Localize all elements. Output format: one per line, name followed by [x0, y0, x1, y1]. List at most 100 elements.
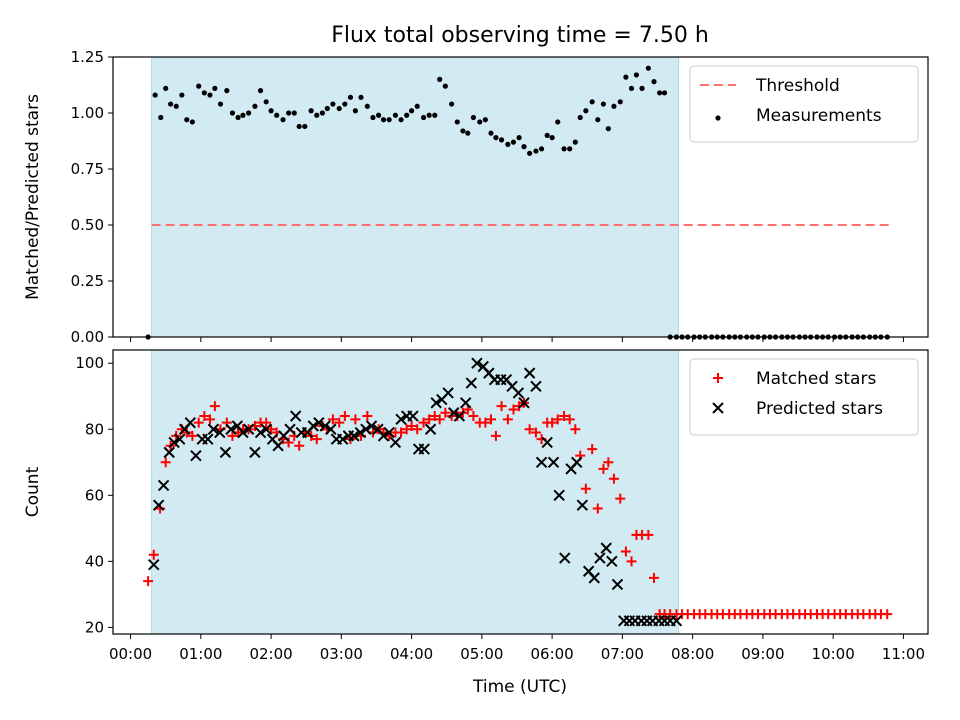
x-tick-label: 04:00: [390, 645, 433, 663]
predicted-star-point: [430, 397, 442, 409]
matched-star-point: [193, 417, 204, 428]
legend-measurement-swatch: [715, 115, 721, 121]
measurement-point: [493, 135, 499, 141]
predicted-star-point: [576, 499, 589, 511]
y-tick-label: 20: [85, 618, 104, 636]
measurement-point: [595, 117, 601, 123]
matched-star-point: [882, 609, 893, 620]
measurement-point: [217, 101, 224, 107]
measurement-point: [460, 128, 466, 134]
measurement-point: [212, 85, 218, 91]
predicted-star-point: [348, 430, 360, 442]
measurement-point: [207, 92, 213, 98]
measurement-point: [280, 117, 286, 123]
matched-star-point: [480, 417, 491, 428]
matched-star-point: [552, 414, 563, 425]
predicted-star-point: [148, 558, 160, 571]
predicted-star-point: [219, 446, 232, 459]
predicted-star-point: [606, 555, 618, 568]
measurement-point: [488, 130, 494, 136]
count-panel: 20 40 60 80 100 00:00 01:00 02:00 03:00 04:00 05:0…: [23, 349, 929, 663]
measurement-point: [352, 108, 358, 114]
legend: Matched stars Predicted stars: [689, 358, 919, 436]
predicted-star-point: [389, 436, 402, 449]
ratio-panel: 0.00 0.25 0.50 0.75 1.00 1.25 Matched/Predicte…: [23, 48, 929, 346]
measurement-point: [414, 103, 420, 109]
matched-star-point: [350, 414, 361, 425]
matched-star-point: [559, 411, 570, 422]
x-tick-label: 02:00: [249, 645, 292, 663]
measurement-point: [342, 101, 348, 107]
predicted-star-point: [611, 578, 624, 591]
measurement-point: [600, 101, 607, 107]
measurement-point: [611, 103, 617, 109]
matched-star-point: [334, 417, 345, 428]
measurement-point: [639, 85, 645, 91]
measurement-point: [158, 114, 164, 121]
measurement-point: [605, 126, 611, 132]
measurement-point: [477, 119, 483, 125]
measurement-point: [633, 72, 640, 78]
measurement-point: [628, 85, 635, 91]
matched-star-point: [418, 417, 429, 428]
measurement-point: [505, 141, 511, 147]
matched-star-point: [564, 414, 575, 425]
axes-frame: [112, 56, 929, 338]
matched-star-point: [143, 576, 154, 587]
measurement-point: [336, 105, 342, 112]
measurement-point: [527, 150, 533, 156]
observing-window-band: [151, 56, 680, 338]
measurement-point: [257, 88, 264, 94]
predicted-star-point: [530, 380, 542, 393]
matched-star-point: [362, 411, 373, 422]
matched-star-point: [598, 463, 609, 474]
measurement-point: [577, 114, 583, 121]
predicted-star-point: [354, 426, 367, 439]
measurement-point: [498, 137, 505, 143]
predicted-star-point: [588, 572, 600, 584]
predicted-star-point: [523, 367, 536, 379]
predicted-star-point: [518, 397, 530, 409]
predicted-star-point: [471, 357, 483, 369]
matched-star-point: [580, 483, 591, 494]
predicted-star-point: [202, 433, 214, 445]
measurement-point: [314, 112, 320, 118]
predicted-star-point: [184, 416, 196, 429]
predicted-star-point: [553, 489, 565, 502]
predicted-star-point: [559, 552, 571, 564]
predicted-star-point: [254, 426, 267, 439]
measurement-point: [442, 83, 448, 89]
matched-star-point: [199, 411, 210, 422]
predicted-star-point: [600, 542, 612, 554]
predicted-star-point: [272, 440, 284, 452]
predicted-star-point: [459, 397, 472, 409]
x-tick-label: 05:00: [460, 645, 503, 663]
legend-box: [689, 358, 919, 436]
measurement-point: [386, 117, 392, 123]
y-tick-label: 80: [85, 420, 104, 438]
measurement-point: [245, 110, 252, 116]
predicted-star-point: [307, 420, 319, 432]
measurement-point: [252, 103, 258, 109]
x-tick-label: 07:00: [601, 645, 644, 663]
y-tick-label: 40: [85, 552, 104, 570]
matched-star-point: [570, 424, 581, 435]
measurement-point: [286, 110, 292, 116]
predicted-star-point: [407, 410, 419, 422]
measurement-point: [168, 101, 174, 107]
y-tick-label: 1.00: [71, 104, 104, 122]
measurement-point: [302, 123, 308, 130]
x-tick-label: 11:00: [882, 645, 925, 663]
predicted-star-point: [453, 410, 466, 422]
matched-star-point: [620, 546, 631, 557]
matched-star-point: [160, 457, 171, 468]
y-tick-label: 60: [85, 486, 104, 504]
measurement-point: [364, 103, 370, 109]
legend: Threshold Measurements: [689, 65, 919, 143]
legend-label: Measurements: [756, 106, 882, 126]
axes-frame: [112, 349, 929, 635]
matched-star-point: [648, 572, 659, 583]
measurement-point: [521, 144, 527, 150]
measurement-point: [358, 94, 364, 100]
measurement-point: [404, 112, 410, 118]
